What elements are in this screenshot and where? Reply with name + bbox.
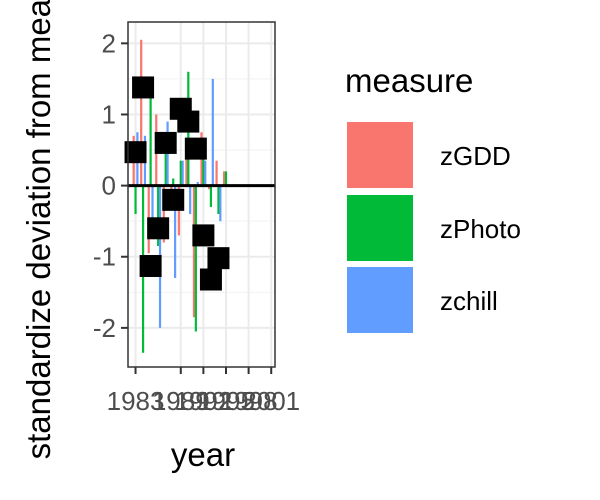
bar-zphoto xyxy=(224,171,228,186)
bar-zphoto xyxy=(134,185,137,215)
x-tick-label: 1983 xyxy=(107,386,165,416)
bar-zphoto xyxy=(164,139,167,186)
y-tick-label: -2 xyxy=(93,313,116,343)
bar-zchill xyxy=(196,182,199,186)
legend-title: measure xyxy=(345,62,473,99)
bar-zphoto xyxy=(202,142,205,186)
mean-point xyxy=(139,254,162,277)
bar-zphoto xyxy=(179,160,182,186)
x-tick-label: 2001 xyxy=(242,386,300,416)
x-axis-title: year xyxy=(171,436,235,473)
bar-zgdd xyxy=(162,185,165,243)
x-tick-label: 1995 xyxy=(197,386,255,416)
y-tick-label: -1 xyxy=(93,242,116,272)
legend-label-zgdd: zGDD xyxy=(440,141,511,171)
y-axis-ticks: -2 -1 0 1 2 xyxy=(93,28,128,343)
bar-zgdd xyxy=(170,185,173,190)
y-tick-label: 2 xyxy=(102,28,116,58)
legend: measure zGDD zPhoto zchill xyxy=(345,62,521,333)
bar-zchill xyxy=(174,185,177,279)
bar-zphoto xyxy=(172,178,175,186)
bar-zgdd xyxy=(207,185,211,190)
legend-swatch-zphoto xyxy=(347,195,413,261)
plot-panel xyxy=(128,22,275,367)
legend-swatch-zchill xyxy=(347,267,413,333)
mean-point xyxy=(154,131,177,154)
bar-zphoto xyxy=(209,185,213,207)
mean-point xyxy=(162,188,185,211)
bar-zchill xyxy=(204,160,207,186)
mean-point xyxy=(124,141,147,164)
bar-zphoto xyxy=(194,185,197,332)
bar-zgdd xyxy=(140,39,143,186)
bar-zchill xyxy=(189,185,192,215)
mean-point xyxy=(199,268,222,291)
mean-points xyxy=(124,76,230,291)
legend-swatch-zgdd xyxy=(347,122,413,188)
bar-zgdd xyxy=(223,171,226,186)
grid-lines xyxy=(128,22,275,367)
axes xyxy=(127,21,276,368)
mean-point xyxy=(132,76,155,99)
y-tick-label: 0 xyxy=(102,171,116,201)
panel-border xyxy=(127,21,276,368)
mean-point xyxy=(192,224,215,247)
y-tick-label: 1 xyxy=(102,99,116,129)
legend-label-zphoto: zPhoto xyxy=(440,214,521,244)
bar-zchill xyxy=(211,78,214,186)
bar-zgdd xyxy=(192,185,196,318)
bar-zchill xyxy=(219,185,222,222)
bar-zchill xyxy=(181,160,184,186)
y-axis-title: standardize deviation from mean xyxy=(20,0,57,459)
mean-point xyxy=(147,217,170,240)
x-tick-label: 1992 xyxy=(174,386,232,416)
bar-zchill xyxy=(151,185,154,225)
mean-point xyxy=(184,137,207,160)
panel-background xyxy=(128,22,275,367)
mean-point xyxy=(177,110,200,133)
bar-zgdd xyxy=(215,160,218,186)
bar-zgdd xyxy=(185,142,188,186)
x-tick-label: 1989 xyxy=(152,386,210,416)
bar-zphoto xyxy=(157,185,160,247)
bar-zphoto xyxy=(217,185,220,215)
x-tick-label: 1998 xyxy=(220,386,278,416)
legend-label-zchill: zchill xyxy=(440,286,498,316)
bar-zphoto xyxy=(149,86,152,186)
mean-point xyxy=(207,247,230,270)
